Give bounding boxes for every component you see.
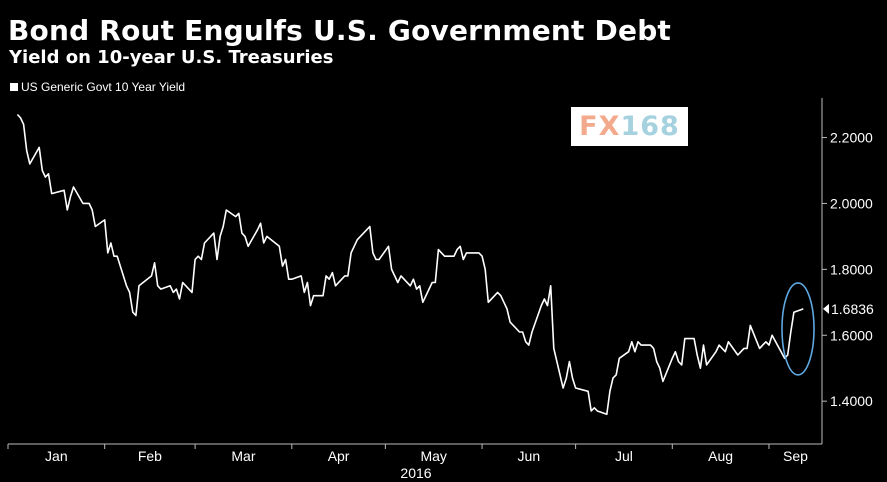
last-value-label: 1.6836 [831,301,874,317]
last-value-box [829,298,887,319]
highlight-ellipse [781,282,815,376]
fx168-logo-text: FX168 [579,111,680,142]
y-tick-label: 1.4000 [830,393,873,409]
legend: US Generic Govt 10 Year Yield [10,80,185,94]
chart-title: Bond Rout Engulfs U.S. Government Debt [8,14,672,47]
x-tick-label: May [420,448,446,464]
last-value-arrow [823,303,829,314]
x-tick-label: Jan [45,448,68,464]
y-tick-label: 2.2000 [830,130,873,146]
legend-label: US Generic Govt 10 Year Yield [21,80,186,94]
x-tick-label: Apr [328,448,350,464]
y-tick-label: 2.0000 [830,195,873,211]
fx168-logo: FX168 [571,107,688,146]
x-tick-label: Sep [783,448,808,464]
x-tick-label: Feb [138,448,162,464]
x-tick-label: Jul [615,448,633,464]
x-tick-label: Jun [518,448,541,464]
x-year-label: 2016 [400,465,431,481]
legend-swatch [10,83,18,91]
y-tick-label: 1.8000 [830,261,873,277]
chart-subtitle: Yield on 10-year U.S. Treasuries [9,47,334,68]
logo-part-fx: FX [579,111,621,142]
series-line-10y-yield [16,113,804,416]
x-tick-label: Mar [231,448,255,464]
x-tick-label: Aug [708,448,733,464]
y-tick-label: 1.6000 [830,327,873,343]
logo-part-168: 168 [620,111,680,142]
